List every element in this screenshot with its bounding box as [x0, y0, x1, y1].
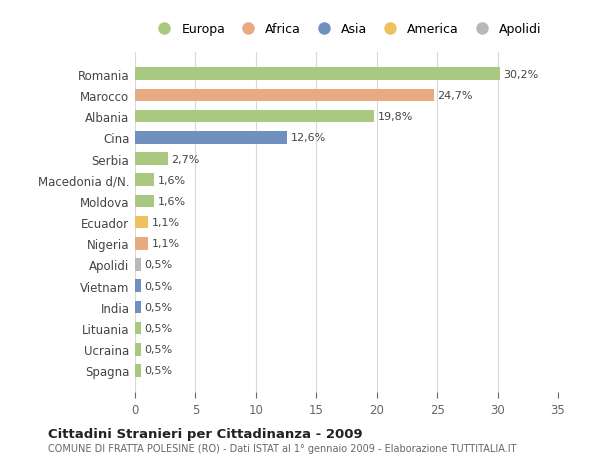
Text: COMUNE DI FRATTA POLESINE (RO) - Dati ISTAT al 1° gennaio 2009 - Elaborazione TU: COMUNE DI FRATTA POLESINE (RO) - Dati IS… — [48, 443, 517, 453]
Text: 0,5%: 0,5% — [145, 260, 173, 270]
Bar — [135, 174, 154, 187]
Text: 1,1%: 1,1% — [152, 218, 180, 228]
Bar — [135, 90, 434, 102]
Text: 2,7%: 2,7% — [171, 154, 200, 164]
Bar — [135, 153, 167, 166]
Text: 0,5%: 0,5% — [145, 324, 173, 333]
Text: 1,6%: 1,6% — [158, 196, 186, 207]
Bar — [135, 343, 141, 356]
Bar — [135, 301, 141, 313]
Bar — [135, 132, 287, 145]
Text: 0,5%: 0,5% — [145, 345, 173, 354]
Text: Cittadini Stranieri per Cittadinanza - 2009: Cittadini Stranieri per Cittadinanza - 2… — [48, 427, 362, 440]
Legend: Europa, Africa, Asia, America, Apolidi: Europa, Africa, Asia, America, Apolidi — [146, 18, 547, 41]
Bar — [135, 280, 141, 292]
Text: 19,8%: 19,8% — [378, 112, 413, 122]
Bar — [135, 364, 141, 377]
Bar — [135, 111, 374, 123]
Bar — [135, 195, 154, 208]
Bar — [135, 216, 148, 229]
Text: 0,5%: 0,5% — [145, 281, 173, 291]
Bar — [135, 68, 500, 81]
Text: 0,5%: 0,5% — [145, 366, 173, 375]
Text: 1,1%: 1,1% — [152, 239, 180, 249]
Text: 24,7%: 24,7% — [437, 91, 473, 101]
Text: 30,2%: 30,2% — [503, 70, 539, 79]
Bar — [135, 258, 141, 271]
Text: 1,6%: 1,6% — [158, 175, 186, 185]
Text: 0,5%: 0,5% — [145, 302, 173, 312]
Bar — [135, 322, 141, 335]
Bar — [135, 237, 148, 250]
Text: 12,6%: 12,6% — [291, 133, 326, 143]
